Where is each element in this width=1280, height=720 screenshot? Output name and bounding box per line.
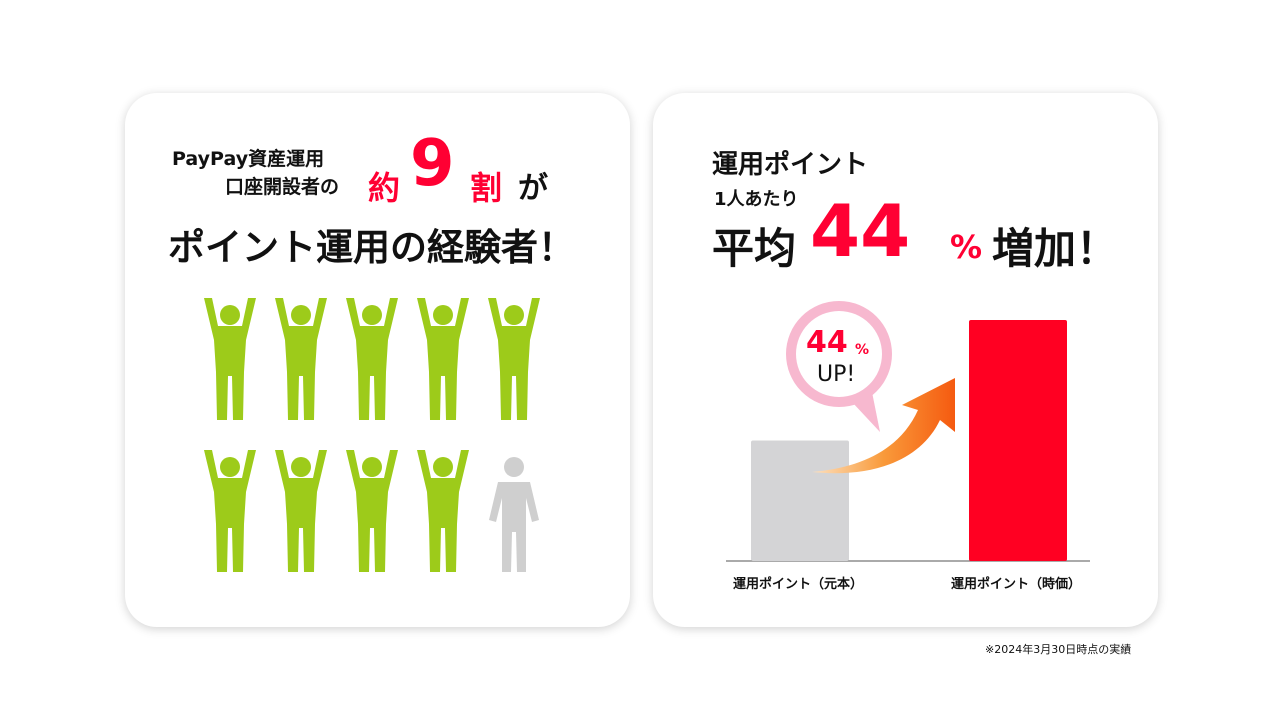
bubble — [786, 301, 892, 432]
right-line2: 1人あたり — [714, 189, 799, 210]
person-cheering-icon — [488, 298, 540, 420]
highlight-suffix: 割 — [470, 169, 503, 207]
highlight-number: 9 — [410, 127, 455, 201]
person-cheering-icon — [346, 450, 398, 572]
right-card — [653, 93, 1158, 627]
person-cheering-icon — [346, 298, 398, 420]
right-suffix: 増加！ — [992, 224, 1119, 273]
right-percent: % — [950, 228, 983, 266]
headline-line1: PayPay資産運用 — [172, 148, 325, 170]
headline-line2: 口座開設者の — [225, 176, 340, 198]
person-standing-icon — [489, 457, 539, 572]
category-label-0: 運用ポイント（元本） — [733, 577, 864, 592]
person-cheering-icon — [417, 298, 469, 420]
person-cheering-icon — [204, 450, 256, 572]
right-prefix: 平均 — [712, 224, 797, 273]
headline-line3: ポイント運用の経験者！ — [168, 226, 575, 269]
person-cheering-icon — [417, 450, 469, 572]
bar-0 — [751, 440, 849, 561]
up-arrow-icon — [812, 378, 955, 474]
headline-particle: が — [518, 171, 548, 206]
person-cheering-icon — [275, 450, 327, 572]
bar-1 — [969, 320, 1067, 561]
highlight-prefix: 約 — [368, 169, 401, 207]
category-label-1: 運用ポイント（時価） — [951, 577, 1082, 592]
bubble-number: 44 — [806, 325, 848, 360]
person-cheering-icon — [204, 298, 256, 420]
right-line1: 運用ポイント — [712, 150, 869, 180]
person-cheering-icon — [275, 298, 327, 420]
footnote: ※2024年3月30日時点の実績 — [985, 643, 1132, 656]
bubble-text: UP! — [817, 362, 856, 387]
right-number: 44 — [810, 189, 911, 273]
bubble-percent: % — [855, 342, 870, 358]
